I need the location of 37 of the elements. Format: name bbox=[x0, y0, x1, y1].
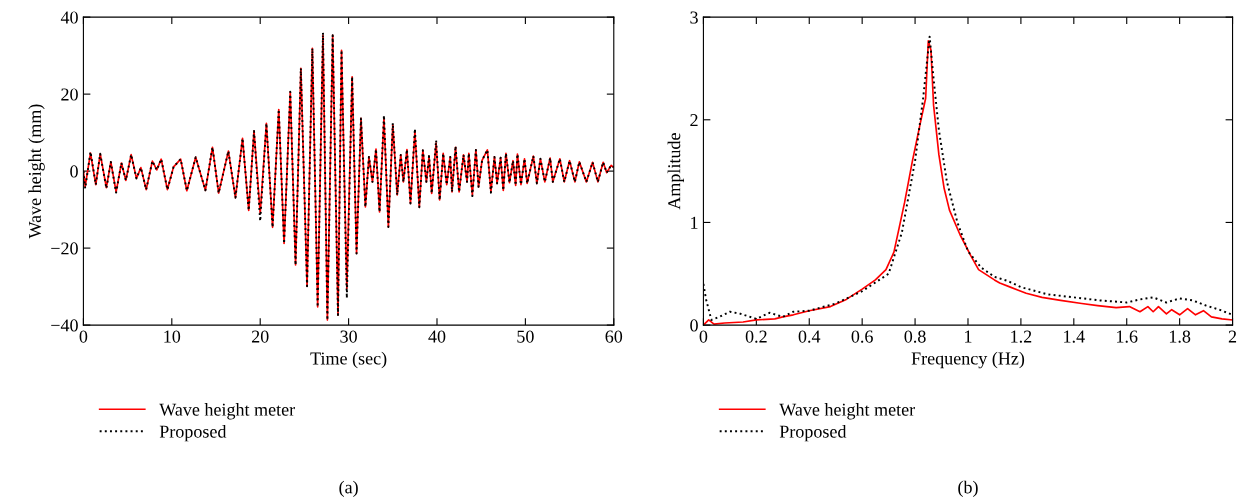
x-tick-label: 60 bbox=[605, 330, 623, 343]
y-tick-label: 40 bbox=[60, 11, 78, 24]
x-axis-title: Time (sec) bbox=[310, 351, 387, 369]
x-tick-label: 10 bbox=[164, 330, 181, 343]
y-tick-label: 3 bbox=[690, 11, 698, 24]
x-tick-label: 0.8 bbox=[904, 330, 926, 343]
legend-label: Proposed bbox=[159, 424, 227, 442]
x-tick-label: 1.4 bbox=[1064, 330, 1085, 343]
text: (b) bbox=[958, 480, 978, 498]
x-tick-label: 20 bbox=[251, 330, 269, 343]
legend-label: Wave height meter bbox=[159, 403, 295, 420]
y-tick-label: 0 bbox=[70, 165, 78, 178]
x-tick-label: 0.2 bbox=[745, 330, 767, 343]
x-tick-label: 2 bbox=[1228, 330, 1237, 343]
x-tick-label: 30 bbox=[340, 330, 357, 343]
x-tick-label: 1.2 bbox=[1011, 330, 1032, 343]
text: (a) bbox=[339, 480, 358, 498]
y-tick-label: 0 bbox=[690, 319, 698, 332]
y-tick-label: −40 bbox=[51, 319, 78, 332]
x-tick-label: 0 bbox=[79, 330, 88, 343]
y-tick-label: 2 bbox=[690, 114, 698, 127]
x-axis-title: Frequency (Hz) bbox=[911, 351, 1025, 369]
x-tick-label: 50 bbox=[517, 330, 534, 343]
legend-label: Proposed bbox=[779, 424, 847, 442]
y-tick-label: 20 bbox=[61, 88, 78, 101]
y-axis-title: Wave height (mm) bbox=[28, 104, 45, 239]
x-tick-label: 0 bbox=[699, 330, 708, 343]
y-tick-label: 1 bbox=[691, 216, 698, 229]
legend-label: Wave height meter bbox=[779, 403, 916, 420]
x-tick-label: 0.4 bbox=[798, 330, 821, 343]
x-tick-label: 0.6 bbox=[851, 330, 873, 343]
x-tick-label: 1.6 bbox=[1117, 330, 1138, 343]
x-tick-label: 1.8 bbox=[1169, 330, 1191, 343]
x-tick-label: 1 bbox=[965, 330, 972, 343]
y-tick-label: −20 bbox=[51, 242, 78, 255]
x-tick-label: 40 bbox=[428, 330, 446, 343]
y-axis-title: Amplitude bbox=[667, 133, 684, 210]
